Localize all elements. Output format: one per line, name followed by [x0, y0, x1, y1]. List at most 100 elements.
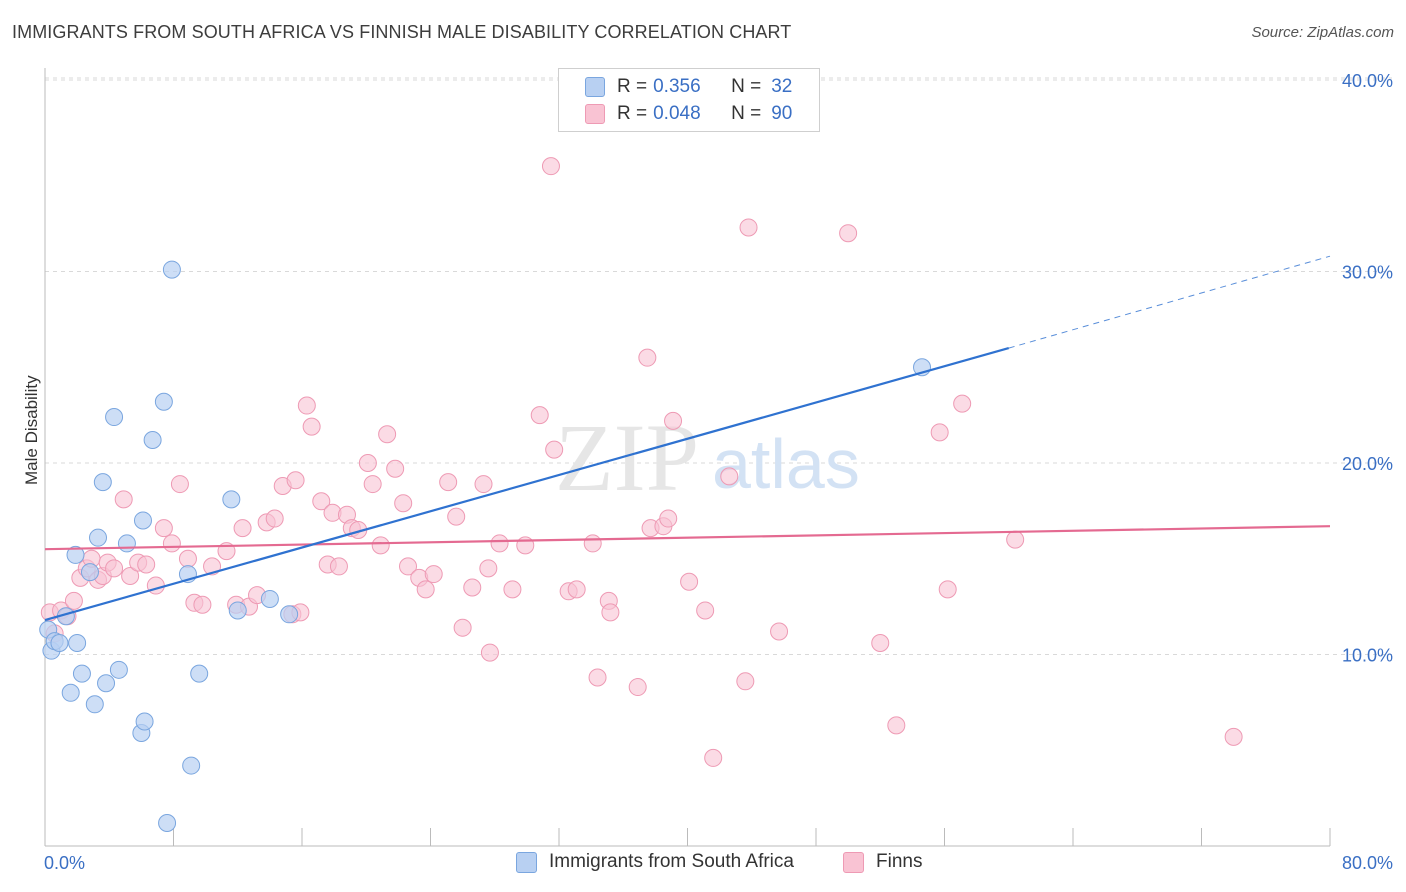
- y-tick-label: 30.0%: [1342, 263, 1393, 283]
- south-africa-point: [222, 490, 241, 509]
- finns-point: [416, 580, 435, 599]
- finns-point: [312, 492, 331, 511]
- finns-point: [386, 459, 405, 478]
- south-africa-point: [143, 431, 162, 450]
- trend-lines: [44, 255, 1331, 622]
- south-africa-point: [80, 563, 99, 582]
- finns-point: [696, 601, 715, 620]
- bottom-legend-swatch-blue: [516, 851, 537, 873]
- finns-point: [739, 218, 758, 237]
- finns-point: [1006, 530, 1025, 549]
- south-africa-point: [133, 511, 152, 530]
- finns-point: [399, 557, 418, 576]
- finns-point: [638, 348, 657, 367]
- south-africa-point: [66, 545, 85, 564]
- finns-point: [286, 471, 305, 490]
- south-africa-point: [85, 695, 104, 714]
- legend-n-label: N =: [731, 76, 762, 97]
- finns-point: [474, 475, 493, 494]
- bottom-legend-finns: Finns: [843, 851, 922, 873]
- legend-r-value: 0.356: [653, 76, 701, 97]
- finns-point: [680, 572, 699, 591]
- bottom-legend-label: Finns: [876, 851, 923, 872]
- legend-r-label: R =: [617, 103, 648, 124]
- south-africa-point: [135, 712, 154, 731]
- finns-point: [463, 578, 482, 597]
- y-tick-label: 20.0%: [1342, 454, 1393, 474]
- south-africa-point: [228, 601, 247, 620]
- finns-point: [583, 534, 602, 553]
- south-africa-point: [158, 814, 177, 833]
- legend-swatch-pink: [585, 104, 605, 124]
- finns-point: [64, 591, 83, 610]
- finns-point: [720, 467, 739, 486]
- x-tick-label: 80.0%: [1342, 853, 1393, 873]
- y-tick-label: 40.0%: [1342, 71, 1393, 91]
- south-africa-point: [105, 408, 124, 427]
- bottom-legend-label: Immigrants from South Africa: [549, 851, 794, 872]
- x-tick-label: 0.0%: [44, 853, 85, 873]
- south-africa-point: [162, 260, 181, 279]
- south-africa-point: [280, 605, 299, 624]
- south-africa-point: [89, 528, 108, 547]
- chart-title: IMMIGRANTS FROM SOUTH AFRICA VS FINNISH …: [12, 22, 792, 42]
- south-africa-point: [93, 473, 112, 492]
- finns-point: [394, 494, 413, 513]
- legend-r-value: 0.048: [653, 103, 701, 124]
- finns-point: [358, 454, 377, 472]
- legend-n-value: 32: [771, 76, 793, 97]
- finns-point: [530, 406, 549, 425]
- finns-point: [480, 643, 499, 662]
- finns-point: [704, 748, 723, 767]
- south-africa-trend-line: [44, 347, 1010, 622]
- south-africa-point: [117, 534, 136, 553]
- south-africa-point: [61, 683, 80, 702]
- finns-point: [887, 716, 906, 735]
- grid: [45, 77, 1392, 655]
- south-africa-point: [50, 634, 69, 653]
- south-africa-trend-extension: [1008, 255, 1331, 349]
- legend-r-label: R =: [617, 76, 648, 97]
- finns-point: [567, 580, 586, 599]
- finns-point: [170, 475, 189, 494]
- finns-point: [490, 534, 509, 553]
- finns-point: [424, 565, 443, 584]
- finns-point: [371, 536, 390, 555]
- south-africa-point: [72, 664, 91, 683]
- south-africa-point: [182, 756, 201, 775]
- finns-point: [736, 672, 755, 691]
- legend-swatch-blue: [585, 77, 605, 97]
- south-africa-point: [97, 674, 116, 693]
- finns-point: [233, 519, 252, 538]
- finns-point: [114, 490, 133, 509]
- finns-point: [193, 595, 212, 614]
- finns-point: [265, 509, 284, 528]
- legend-n-label: N =: [731, 103, 762, 124]
- south-africa-point: [260, 589, 279, 608]
- finns-point: [871, 634, 890, 653]
- finns-point: [121, 566, 140, 585]
- finns-point: [588, 668, 607, 687]
- bottom-legend-south-africa: Immigrants from South Africa: [516, 851, 794, 873]
- finns-point: [479, 559, 498, 578]
- finns-point: [137, 555, 156, 574]
- legend-row-south-africa: R = 0.356 N = 32: [585, 75, 792, 99]
- finns-trend-line: [44, 525, 1331, 551]
- finns-point: [378, 425, 397, 444]
- finns-point: [363, 475, 382, 494]
- finns-point: [154, 519, 173, 538]
- finns-points: [40, 157, 1243, 767]
- finns-point: [453, 618, 472, 637]
- finns-point: [297, 396, 316, 415]
- finns-point: [178, 549, 197, 568]
- finns-point: [1224, 727, 1243, 746]
- south-africa-point: [154, 392, 173, 411]
- watermark: ZIP atlas: [555, 404, 860, 511]
- finns-point: [839, 224, 858, 243]
- finns-point: [541, 157, 560, 176]
- finns-point: [930, 423, 949, 442]
- bottom-legend-swatch-pink: [843, 851, 864, 873]
- finns-point: [770, 622, 789, 641]
- south-africa-point: [109, 660, 128, 679]
- finns-point: [545, 440, 564, 459]
